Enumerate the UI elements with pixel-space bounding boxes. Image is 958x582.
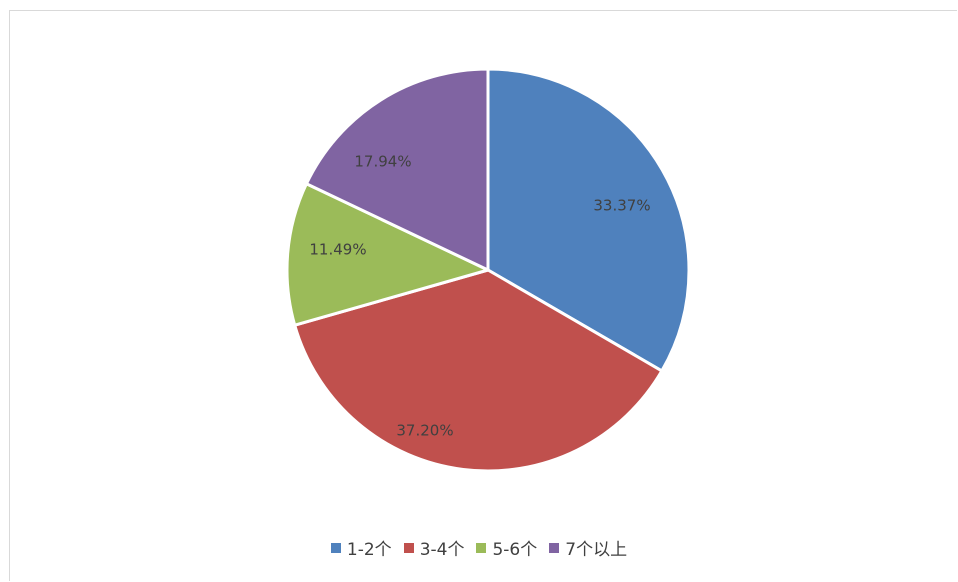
data-label-5-6: 11.49% [309,241,366,259]
legend-item-5-6: 5-6个 [476,535,537,560]
data-label-1-2: 33.37% [593,197,650,215]
legend-item-1-2: 1-2个 [330,535,392,560]
legend-label-1-2: 1-2个 [346,540,392,560]
legend-swatch-1-2 [330,542,341,553]
data-label-7-plus: 17.94% [354,153,411,171]
legend-item-7-plus: 7个以上 [549,535,627,560]
pie-slice-7-plus [304,67,490,272]
legend-swatch-7-plus [549,542,560,553]
pie-slice-3-4 [293,268,664,473]
legend-label-7-plus: 7个以上 [565,540,628,560]
legend-label-5-6: 5-6个 [492,540,538,560]
pie-slice-5-6 [285,182,490,327]
legend-swatch-5-6 [476,542,487,553]
pie-slice-1-2 [486,67,691,373]
legend-swatch-3-4 [403,542,414,553]
legend-item-3-4: 3-4个 [403,535,465,560]
legend: 1-2个 3-4个 5-6个 7个以上 [0,535,958,560]
data-label-3-4: 37.20% [396,422,453,440]
legend-label-3-4: 3-4个 [419,540,465,560]
